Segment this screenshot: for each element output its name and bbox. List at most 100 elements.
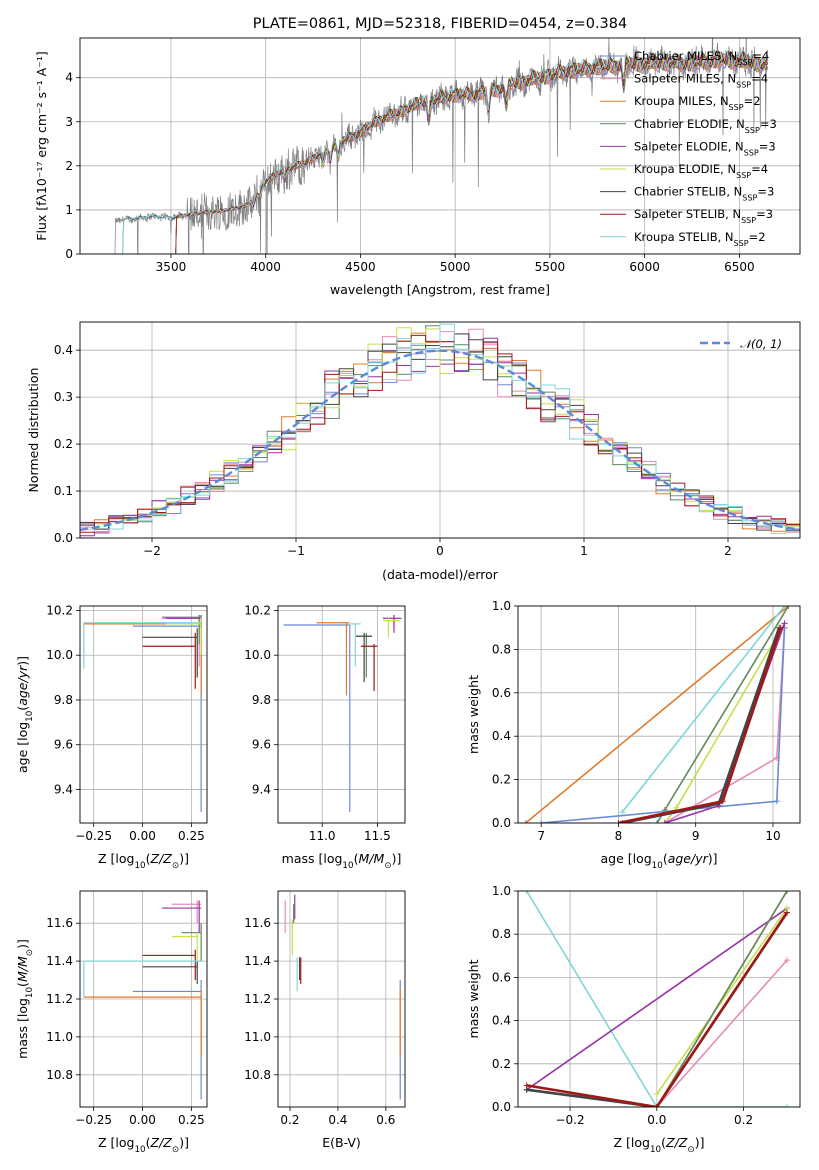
data-point [777, 624, 784, 631]
error-bar-chabrier-stelib [142, 628, 198, 678]
y-tick-label: 0.6 [492, 970, 511, 984]
axes-mass-Z: −0.25 0.00 0.25 10.8 11.0 11.2 11.4 11.6 [46, 890, 208, 1127]
axes-frame [79, 37, 801, 255]
y-tick-label: 11.0 [244, 1030, 271, 1044]
error-bar-salpeter-stelib [360, 644, 378, 692]
axes-frame [277, 605, 406, 824]
x-tick-label: 0.25 [178, 1113, 205, 1127]
y-tick-label: 10.2 [244, 603, 271, 617]
ticks-age-mass: 11.0 11.5 9.4 9.6 9.8 10.0 10.2 [244, 603, 390, 843]
y-tick-label: 0.8 [492, 642, 511, 656]
y-tick-label: 11.2 [244, 992, 271, 1006]
mass-weight-line-chabrier-elodie [656, 891, 788, 1107]
y-tick-label: 3 [65, 115, 73, 129]
legend-label: Kroupa MILES, NSSP=2 [634, 94, 761, 112]
error-bar-kroupa-elodie [382, 617, 400, 638]
ticks-mw-Z: −0.2 0.0 0.2 0.0 0.2 0.4 0.6 0.8 1.0 [492, 884, 753, 1127]
error-bar-chabrier-miles [132, 980, 202, 1100]
axes-mw-age: 7 8 9 10 0.0 0.2 0.4 0.6 0.8 1.0 [492, 599, 801, 843]
data-point [523, 1082, 530, 1089]
x-axis-label: Z [log10(Z/Z⊙)] [98, 851, 189, 871]
ticks-age-Z: −0.25 0.00 0.25 9.4 9.6 9.8 10.0 10.2 [46, 603, 204, 843]
x-tick-label: 3500 [156, 260, 187, 274]
y-axis-label: mass weight [466, 959, 481, 1038]
error-bar-kroupa-elodie [165, 617, 202, 656]
axes-frame [517, 890, 801, 1108]
y-tick-label: 2 [65, 159, 73, 173]
y-tick-label: 0.2 [492, 1057, 511, 1071]
error-bar-salpeter-elodie [162, 900, 202, 933]
x-tick-label: 0.4 [328, 1113, 347, 1127]
mass-weight-line-kroupa-stelib [526, 891, 787, 1107]
error-bar-chabrier-stelib [355, 632, 372, 683]
x-axis-label: mass [log10(M/M⊙)] [282, 851, 402, 871]
x-tick-label: 5000 [440, 260, 471, 274]
data-point [522, 820, 529, 823]
data-point [781, 620, 788, 627]
normal-curve [80, 349, 800, 531]
y-tick-label: 9.6 [54, 738, 73, 752]
y-tick-label: 0.0 [492, 816, 511, 830]
y-tick-label: 0.4 [492, 729, 511, 743]
data-point [783, 957, 790, 964]
y-tick-label: 1.0 [492, 599, 511, 613]
axes-mass-EBV: 0.2 0.4 0.6 10.8 11.0 11.2 11.4 11.6 [244, 890, 406, 1127]
data-point [785, 606, 792, 609]
y-tick-label: 0.6 [492, 686, 511, 700]
legend-label: Salpeter STELIB, NSSP=3 [634, 207, 773, 225]
model-spectrum-salpeter-stelib [174, 50, 769, 254]
chart-title: PLATE=0861, MJD=52318, FIBERID=0454, z=0… [253, 16, 627, 32]
ticks-mass-Z: −0.25 0.00 0.25 10.8 11.0 11.2 11.4 11.6 [46, 916, 204, 1127]
mass-weight-line-chabrier-stelib [622, 627, 781, 823]
x-tick-label: 1 [580, 544, 588, 558]
y-tick-label: 9.8 [54, 693, 73, 707]
x-tick-label: 0.0 [647, 1113, 666, 1127]
error-bar-chabrier-elodie [181, 923, 202, 962]
error-bar-salpeter-miles [171, 900, 202, 924]
error-bar-salpeter-elodie [382, 614, 402, 633]
y-tick-label: 0.2 [492, 773, 511, 787]
residual-histogram-kroupa-stelib [80, 323, 800, 533]
ticks-mw-age: 7 8 9 10 0.0 0.2 0.4 0.6 0.8 1.0 [492, 599, 781, 843]
legend-label: Kroupa STELIB, NSSP=2 [634, 230, 766, 248]
x-tick-label: 4000 [250, 260, 281, 274]
plot-area-spectrum [114, 38, 769, 254]
legend-label: Kroupa ELODIE, NSSP=4 [634, 162, 768, 180]
error-bar-chabrier-miles [283, 624, 351, 812]
plot-area-mw-Z [523, 891, 790, 1107]
y-tick-label: 0.4 [492, 1014, 511, 1028]
y-tick-label: 10.0 [244, 648, 271, 662]
ticks-residuals: −2 −1 0 1 2 0.0 0.1 0.2 0.3 0.4 [54, 343, 732, 558]
ticks-spectrum: 3500 4000 4500 5000 5500 6000 6500 0 1 2 3 4 [65, 71, 754, 274]
x-axis-label: age [log10(age/yr)] [600, 851, 717, 871]
x-axis-label: (data-model)/error [382, 567, 499, 582]
x-tick-label: 4500 [345, 260, 376, 274]
legend-label: 𝒩(0, 1) [740, 337, 782, 351]
y-tick-label: 0.1 [54, 484, 73, 498]
plot-area-age-Z [83, 614, 202, 812]
x-tick-label: 2 [724, 544, 732, 558]
x-tick-label: 0 [436, 544, 444, 558]
x-tick-label: −0.2 [555, 1113, 584, 1127]
error-bar-chabrier-stelib [142, 961, 198, 984]
x-tick-label: −0.25 [75, 1113, 112, 1127]
mass-weight-line-kroupa-stelib [621, 606, 786, 813]
y-tick-label: 0.0 [492, 1100, 511, 1114]
legend-label: Salpeter MILES, NSSP=4 [634, 72, 768, 90]
data-point [773, 798, 780, 805]
axes-age-mass: 11.0 11.5 9.4 9.6 9.8 10.0 10.2 [244, 603, 406, 843]
legend-label: Chabrier MILES, NSSP=4 [634, 49, 769, 67]
x-tick-label: 0.00 [129, 829, 156, 843]
y-tick-label: 0 [65, 247, 73, 261]
x-tick-label: 5500 [535, 260, 566, 274]
error-bar-salpeter-miles [382, 614, 400, 629]
x-tick-label: 7 [537, 829, 545, 843]
data-point [538, 820, 545, 823]
y-tick-label: 1 [65, 203, 73, 217]
error-bar-kroupa-stelib [83, 960, 202, 998]
x-axis-label: Z [log10(Z/Z⊙)] [98, 1135, 189, 1155]
y-axis-label: mass [log10(M/M⊙)] [15, 939, 35, 1059]
mass-weight-line-salpeter-miles [656, 959, 788, 1107]
x-tick-label: 6500 [724, 260, 755, 274]
